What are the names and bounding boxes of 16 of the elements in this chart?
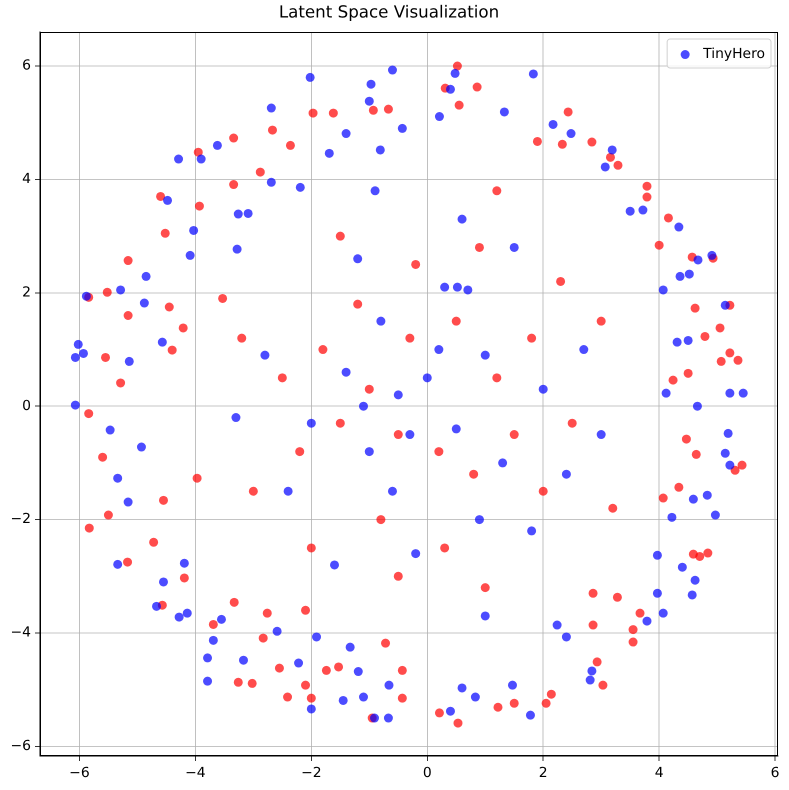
x-tick-label: −2 xyxy=(301,764,322,781)
x-tick-label: 2 xyxy=(538,764,548,781)
y-tick-label: −2 xyxy=(10,511,31,528)
chart-title: Latent Space Visualization xyxy=(278,1,500,22)
y-tick-label: 6 xyxy=(22,58,31,74)
y-tick-label: 4 xyxy=(22,171,32,188)
x-tick-label: 4 xyxy=(654,764,664,781)
x-tick-label: −4 xyxy=(185,764,206,781)
x-tick-label: 0 xyxy=(422,764,432,781)
x-tick-label: −6 xyxy=(69,764,90,781)
x-tick-label: 6 xyxy=(770,764,780,781)
y-tick-label: 2 xyxy=(22,284,31,300)
y-tick-label: 0 xyxy=(22,398,31,414)
y-tick-label: −6 xyxy=(10,738,31,754)
legend-label: TinyHero xyxy=(702,46,766,62)
y-tick-label: −4 xyxy=(10,624,32,641)
